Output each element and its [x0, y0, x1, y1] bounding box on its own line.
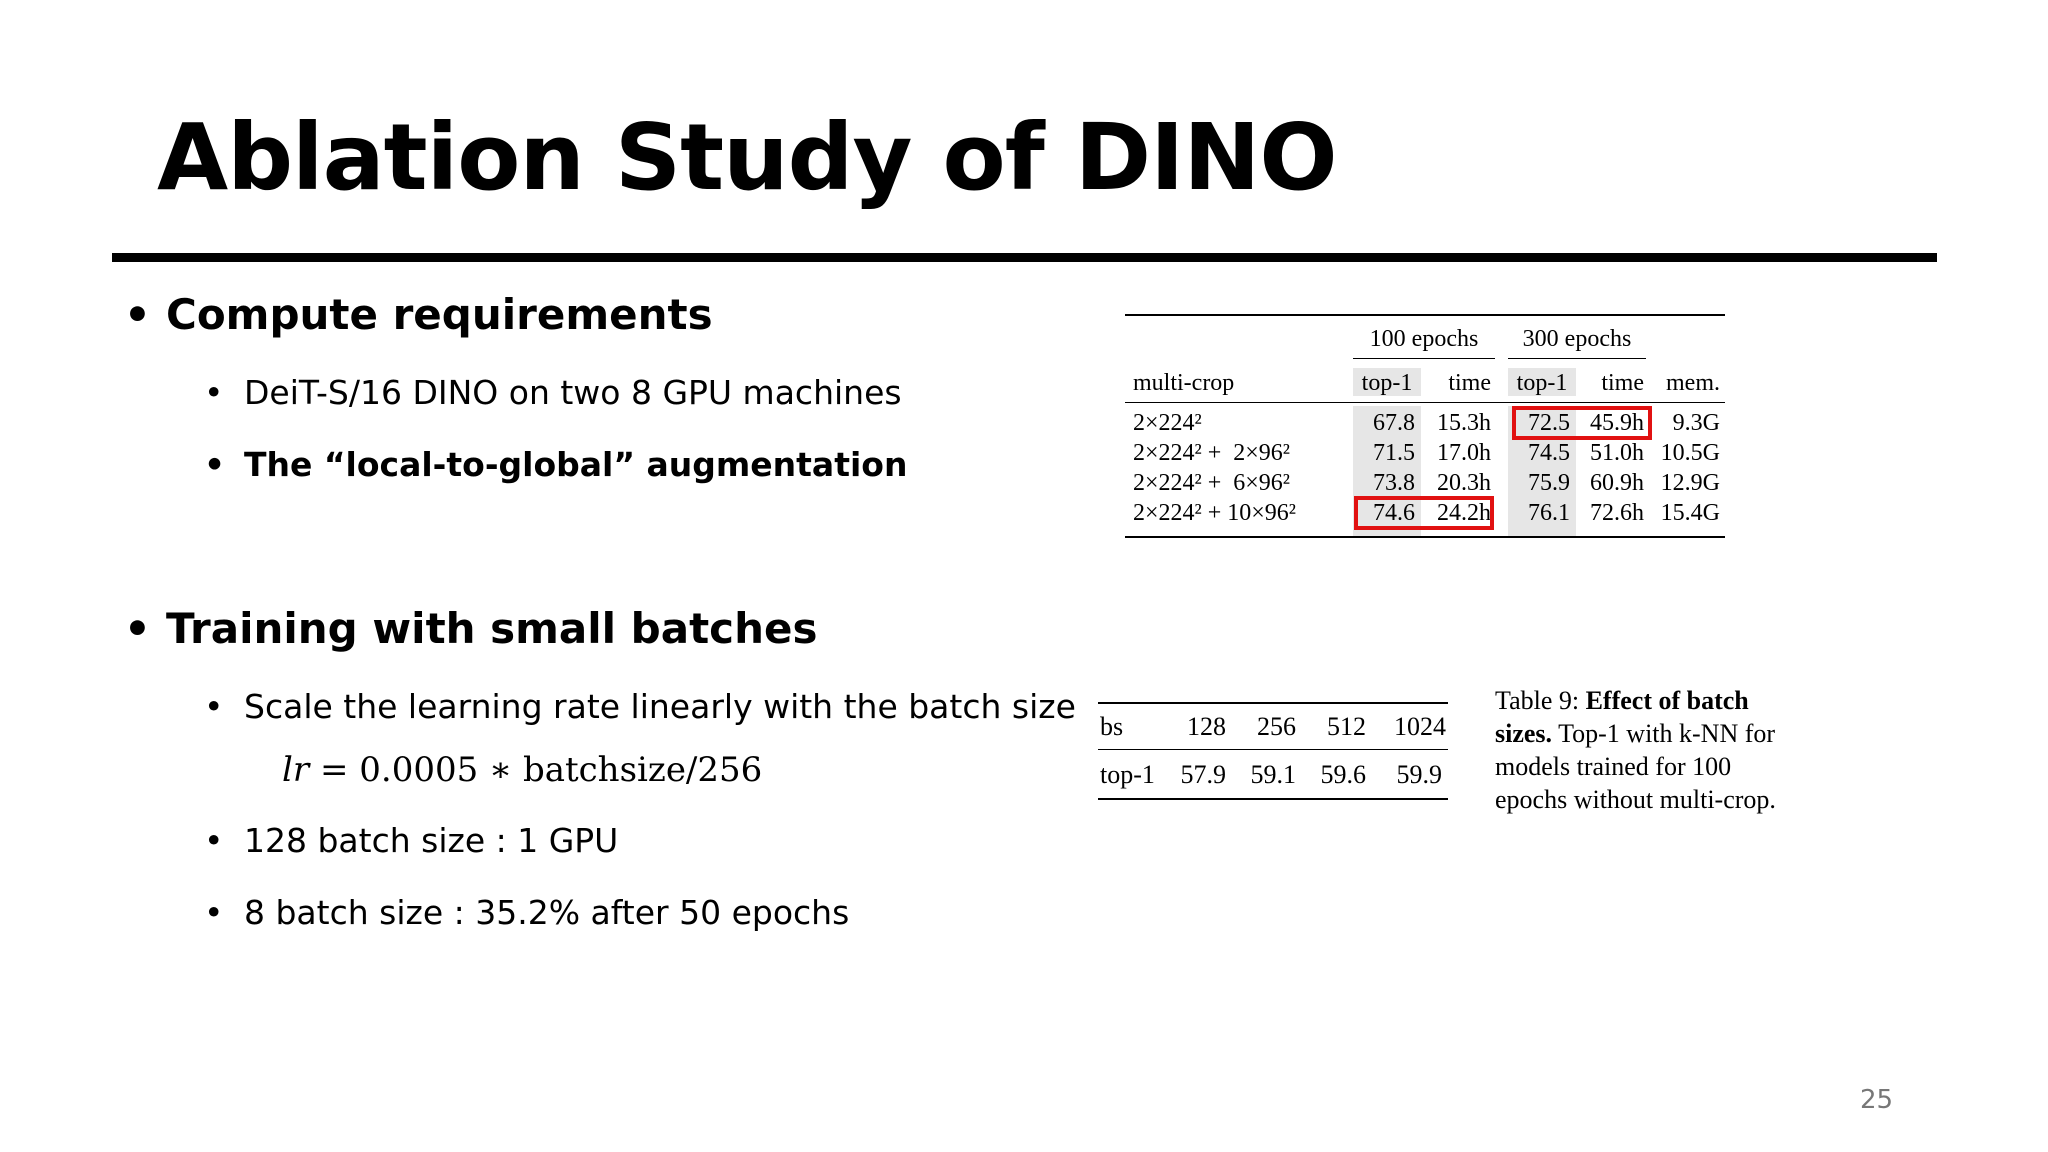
table-cell-time-100: 24.2h: [1437, 500, 1491, 526]
table-cell-time-100: 20.3h: [1437, 470, 1491, 496]
bullet-compute: • Compute requirements: [124, 294, 713, 336]
bullet-training-sub3: • 8 batch size : 35.2% after 50 epochs: [204, 896, 849, 929]
highlight-box-100-row4: [1354, 496, 1494, 530]
table-cell-top1-100: 73.8: [1373, 470, 1415, 496]
top1-cell: 59.1: [1250, 760, 1297, 789]
table-cell-top1-300: 72.5: [1528, 410, 1570, 436]
table-cell-mem: 12.9G: [1660, 470, 1720, 496]
col-header-top1-100: top-1: [1361, 370, 1413, 396]
table-cell-crop: 2×224² + 10×96²: [1133, 500, 1296, 526]
lr-formula: lr = 0.0005 ∗ batchsize/256: [282, 750, 762, 790]
table-cell-top1-300: 75.9: [1528, 470, 1570, 496]
bs-cell: 128: [1187, 712, 1226, 741]
bullet-training-sub2-text: 128 batch size : 1 GPU: [244, 821, 619, 860]
batchsize-table: bs 128 256 512 1024 top-1 57.9 59.1 59.6…: [1098, 700, 1452, 810]
table-cell-top1-300: 74.5: [1528, 440, 1570, 466]
multicrop-table: 100 epochs 300 epochs multi-crop top-1 t…: [1125, 314, 1725, 538]
bullet-marker: •: [124, 290, 151, 339]
table1-mid-rule: [1125, 402, 1725, 403]
table-cell-top1-300: 76.1: [1528, 500, 1570, 526]
table-cell-time-300: 51.0h: [1590, 440, 1644, 466]
shade-top1-100-col: [1353, 406, 1421, 536]
bullet-training-text: Training with small batches: [166, 604, 818, 653]
bullet-compute-sub2-text: The “local-to-global” augmentation: [244, 445, 908, 484]
table-cell-mem: 10.5G: [1660, 440, 1720, 466]
table1-top-rule: [1125, 314, 1725, 316]
bs-cell: 512: [1327, 712, 1366, 741]
formula-rhs: = 0.0005 ∗ batchsize/256: [319, 750, 763, 790]
shade-top1-100-header: [1353, 368, 1421, 396]
table9-caption: Table 9: Effect of batch sizes. Top-1 wi…: [1495, 684, 1785, 816]
bullet-training-sub1-text: Scale the learning rate linearly with th…: [244, 687, 1076, 726]
table-cell-mem: 9.3G: [1672, 410, 1720, 436]
table-cell-top1-100: 71.5: [1373, 440, 1415, 466]
caption-rest: Top-1 with k-NN for models trained for 1…: [1495, 719, 1776, 814]
shade-top1-300-col: [1508, 406, 1576, 536]
bullet-training-sub3-text: 8 batch size : 35.2% after 50 epochs: [244, 893, 850, 932]
highlight-box-300-row1: [1512, 406, 1652, 440]
bullet-training-sub2: • 128 batch size : 1 GPU: [204, 824, 618, 857]
top1-cell: 59.6: [1320, 760, 1367, 789]
top1-cell: 57.9: [1180, 760, 1227, 789]
col-header-mem: mem.: [1666, 370, 1720, 396]
bullet-compute-text: Compute requirements: [166, 290, 713, 339]
bullet-marker: •: [204, 687, 224, 726]
table-cell-time-300: 45.9h: [1590, 410, 1644, 436]
group-header-100: 100 epochs: [1369, 326, 1479, 352]
bullet-compute-sub1: • DeiT-S/16 DINO on two 8 GPU machines: [204, 376, 902, 409]
group-header-300: 300 epochs: [1522, 326, 1632, 352]
table-cell-crop: 2×224²: [1133, 410, 1202, 436]
table-cell-crop: 2×224² + 2×96²: [1133, 440, 1290, 466]
col-header-time-100: time: [1448, 370, 1491, 396]
bs-cell: 1024: [1394, 712, 1446, 741]
caption-bold: Effect of batch sizes.: [1495, 686, 1749, 748]
row-header-top1: top-1: [1100, 760, 1155, 789]
table1-bottom-rule: [1125, 536, 1725, 538]
bs-cell: 256: [1257, 712, 1296, 741]
table-cell-time-300: 72.6h: [1590, 500, 1644, 526]
table1-group-rule-300: [1508, 358, 1646, 359]
bullet-compute-sub1-text: DeiT-S/16 DINO on two 8 GPU machines: [244, 373, 902, 412]
table-cell-mem: 15.4G: [1660, 500, 1720, 526]
bullet-training-sub1: • Scale the learning rate linearly with t…: [204, 690, 1076, 723]
formula-lhs: lr: [282, 750, 310, 790]
table2-mid-rule: [1098, 749, 1448, 750]
table-cell-crop: 2×224² + 6×96²: [1133, 470, 1290, 496]
bullet-marker: •: [204, 893, 224, 932]
caption-label: Table 9:: [1495, 686, 1580, 715]
table2-top-rule: [1098, 702, 1448, 704]
table-cell-time-100: 17.0h: [1437, 440, 1491, 466]
col-header-time-300: time: [1601, 370, 1644, 396]
table1-group-rule-100: [1353, 358, 1495, 359]
bullet-compute-sub2: • The “local-to-global” augmentation: [204, 448, 907, 481]
slide-title: Ablation Study of DINO: [157, 104, 1338, 211]
table-cell-top1-100: 67.8: [1373, 410, 1415, 436]
bullet-marker: •: [204, 821, 224, 860]
shade-top1-300-header: [1508, 368, 1576, 396]
col-header-multicrop: multi-crop: [1133, 370, 1235, 396]
row-header-bs: bs: [1100, 712, 1124, 741]
table2-bottom-rule: [1098, 798, 1448, 800]
table-cell-time-100: 15.3h: [1437, 410, 1491, 436]
table-cell-time-300: 60.9h: [1590, 470, 1644, 496]
page-number: 25: [1860, 1085, 1894, 1115]
top1-cell: 59.9: [1396, 760, 1443, 789]
bullet-marker: •: [204, 445, 226, 484]
col-header-top1-300: top-1: [1516, 370, 1568, 396]
table-cell-top1-100: 74.6: [1373, 500, 1415, 526]
bullet-marker: •: [204, 373, 224, 412]
title-divider: [112, 253, 1937, 262]
bullet-training: • Training with small batches: [124, 608, 817, 650]
bullet-marker: •: [124, 604, 151, 653]
